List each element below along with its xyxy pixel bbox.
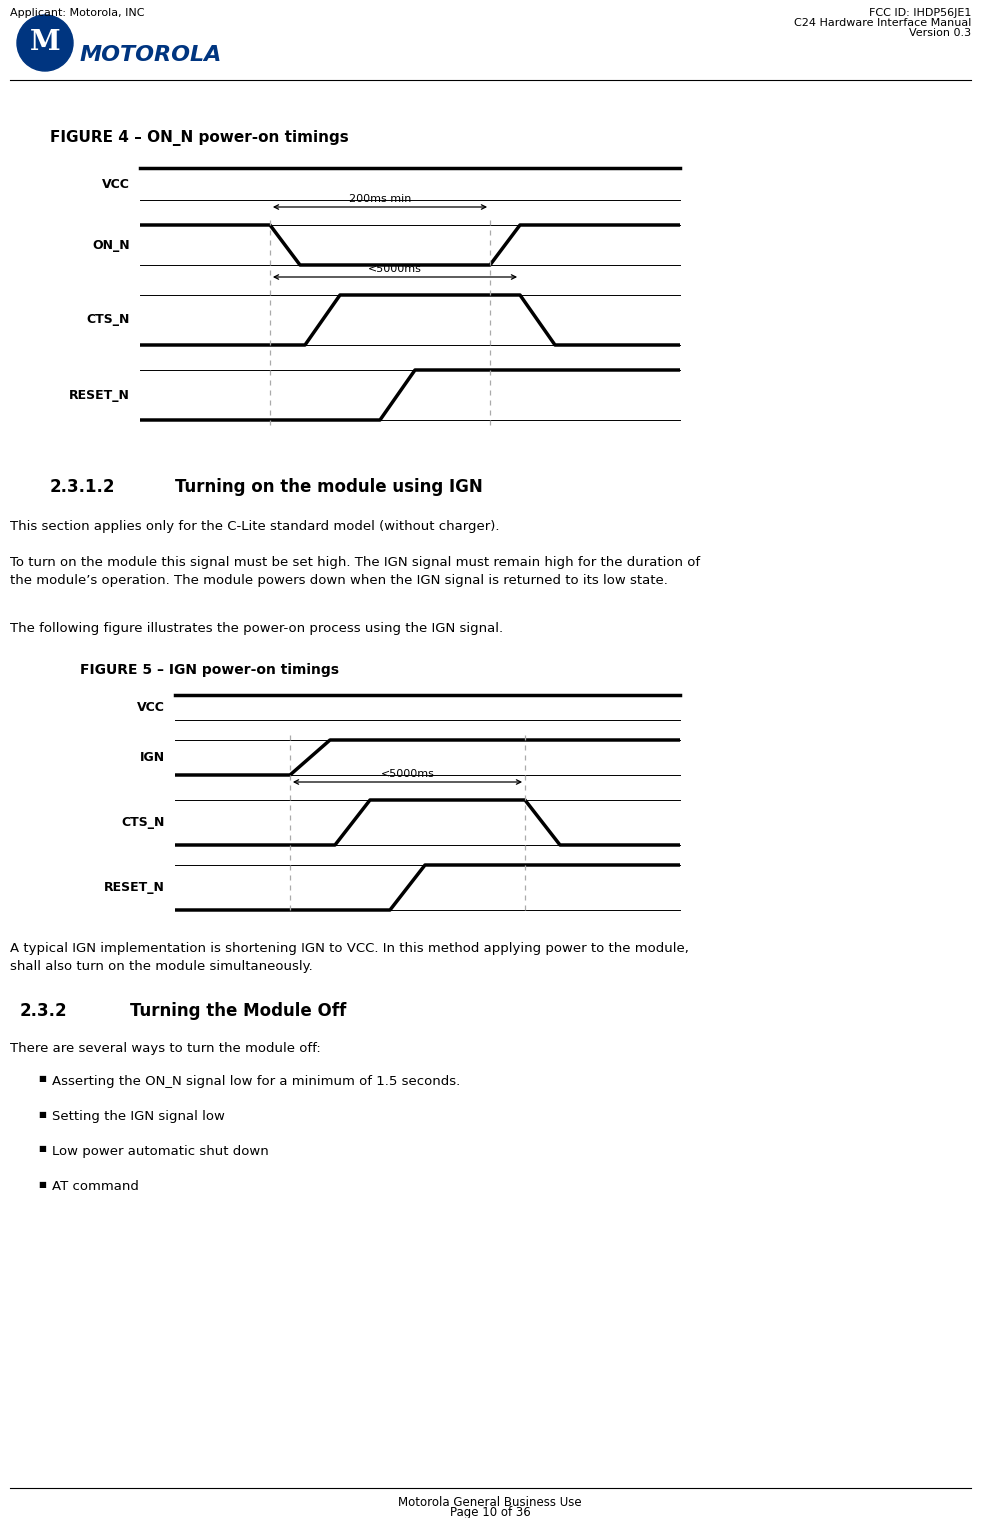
Text: There are several ways to turn the module off:: There are several ways to turn the modul… (10, 1041, 321, 1055)
Text: MOTOROLA: MOTOROLA (80, 46, 223, 65)
Text: M: M (29, 29, 60, 56)
Text: FIGURE 4 – ON_N power-on timings: FIGURE 4 – ON_N power-on timings (50, 131, 349, 146)
Text: RESET_N: RESET_N (69, 389, 130, 401)
Text: ■: ■ (38, 1110, 46, 1119)
Text: 2.3.2: 2.3.2 (20, 1002, 68, 1020)
Text: AT command: AT command (52, 1179, 139, 1193)
Text: Applicant: Motorola, INC: Applicant: Motorola, INC (10, 8, 144, 18)
Text: The following figure illustrates the power-on process using the IGN signal.: The following figure illustrates the pow… (10, 622, 503, 635)
Text: Setting the IGN signal low: Setting the IGN signal low (52, 1110, 225, 1123)
Text: CTS_N: CTS_N (86, 314, 130, 326)
Text: A typical IGN implementation is shortening IGN to VCC. In this method applying p: A typical IGN implementation is shorteni… (10, 943, 689, 973)
Text: Low power automatic shut down: Low power automatic shut down (52, 1145, 269, 1158)
Text: CTS_N: CTS_N (122, 817, 165, 829)
Text: This section applies only for the C-Lite standard model (without charger).: This section applies only for the C-Lite… (10, 521, 499, 533)
Text: To turn on the module this signal must be set high. The IGN signal must remain h: To turn on the module this signal must b… (10, 556, 700, 587)
Text: RESET_N: RESET_N (104, 880, 165, 894)
Text: ■: ■ (38, 1075, 46, 1084)
Text: ■: ■ (38, 1179, 46, 1189)
Text: VCC: VCC (102, 178, 130, 190)
Text: VCC: VCC (137, 701, 165, 713)
Text: <5000ms: <5000ms (381, 770, 435, 779)
Text: FIGURE 5 – IGN power-on timings: FIGURE 5 – IGN power-on timings (80, 663, 339, 677)
Text: Version 0.3: Version 0.3 (908, 27, 971, 38)
Text: 200ms min: 200ms min (349, 194, 411, 203)
Text: FCC ID: IHDP56JE1: FCC ID: IHDP56JE1 (868, 8, 971, 18)
Text: ■: ■ (38, 1145, 46, 1154)
Text: 2.3.1.2: 2.3.1.2 (50, 478, 116, 496)
Circle shape (17, 15, 73, 71)
Text: C24 Hardware Interface Manual: C24 Hardware Interface Manual (794, 18, 971, 27)
Text: Turning on the module using IGN: Turning on the module using IGN (175, 478, 483, 496)
Text: IGN: IGN (140, 751, 165, 764)
Text: Page 10 of 36: Page 10 of 36 (449, 1506, 531, 1518)
Text: Turning the Module Off: Turning the Module Off (130, 1002, 346, 1020)
Text: Asserting the ON_N signal low for a minimum of 1.5 seconds.: Asserting the ON_N signal low for a mini… (52, 1075, 460, 1088)
Text: <5000ms: <5000ms (368, 264, 422, 275)
Text: Motorola General Business Use: Motorola General Business Use (398, 1497, 582, 1509)
Text: ON_N: ON_N (92, 238, 130, 252)
